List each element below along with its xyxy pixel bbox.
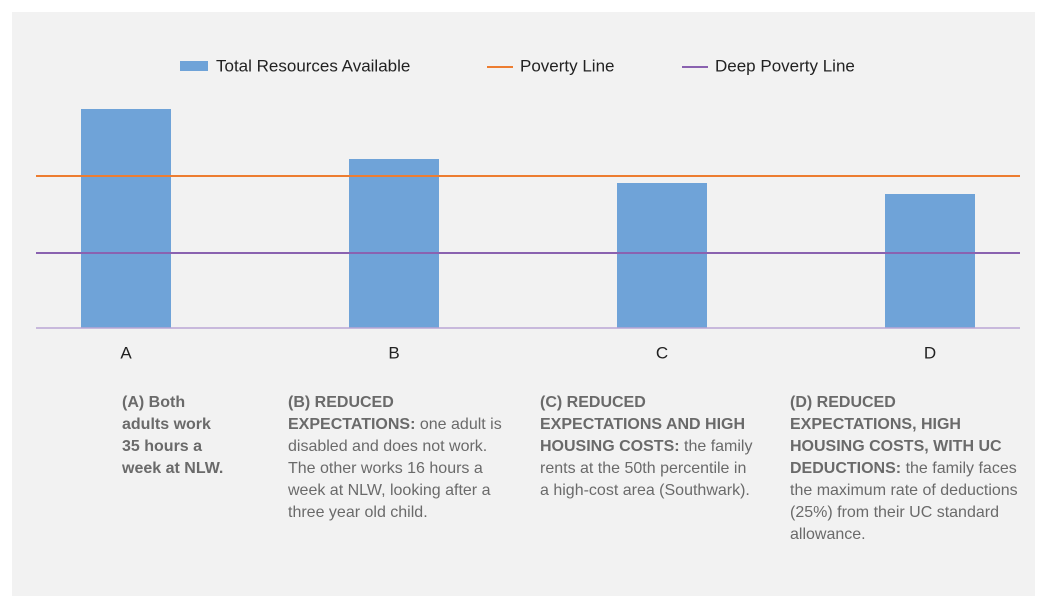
caption-heading: (A) Both adults work 35 hours a week at … xyxy=(122,394,224,477)
x-tick-label: A xyxy=(120,343,132,362)
caption-text: one adult is disabled and does not work.… xyxy=(288,416,502,521)
legend-label: Poverty Line xyxy=(520,56,615,75)
caption: (D) REDUCED EXPECTATIONS, HIGH HOUSING C… xyxy=(790,392,1026,546)
caption-text: the family faces the maximum rate of ded… xyxy=(790,460,1018,543)
bar xyxy=(81,109,171,328)
bar xyxy=(617,183,707,328)
x-tick-label: B xyxy=(388,343,399,362)
background xyxy=(12,12,1035,596)
caption: (A) Both adults work 35 hours a week at … xyxy=(122,392,232,480)
caption: (C) REDUCED EXPECTATIONS AND HIGH HOUSIN… xyxy=(540,392,755,502)
legend-label: Total Resources Available xyxy=(216,56,410,75)
legend-label: Deep Poverty Line xyxy=(715,56,855,75)
caption-text: the family rents at the 50th percentile … xyxy=(540,438,753,499)
x-tick-label: C xyxy=(656,343,668,362)
bar xyxy=(885,194,975,328)
caption-heading: (B) REDUCED EXPECTATIONS: xyxy=(288,394,416,433)
x-tick-label: D xyxy=(924,343,936,362)
caption: (B) REDUCED EXPECTATIONS: one adult is d… xyxy=(288,392,510,524)
bar xyxy=(349,159,439,328)
caption-heading: (C) REDUCED EXPECTATIONS AND HIGH HOUSIN… xyxy=(540,394,746,455)
caption-heading: (D) REDUCED EXPECTATIONS, HIGH HOUSING C… xyxy=(790,394,1002,477)
legend-swatch xyxy=(180,61,208,71)
